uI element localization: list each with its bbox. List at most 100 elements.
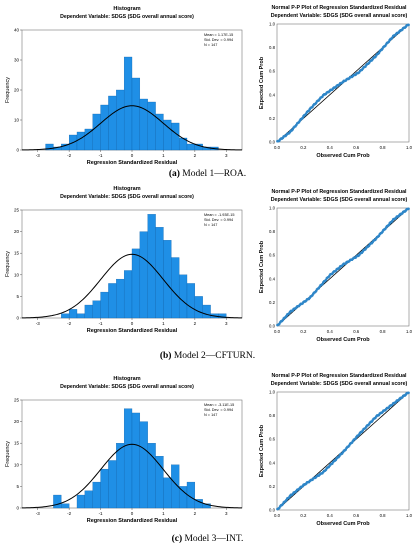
y-tick-label: 0.8 — [269, 229, 276, 234]
stats-text: N = 147 — [204, 43, 217, 47]
stats-text: Mean = -1.93E-15 — [204, 213, 235, 217]
pp-plot-model-1: Normal P-P Plot of Regression Standardiz… — [255, 2, 415, 167]
caption-label: (c) — [171, 534, 183, 544]
histogram-bar — [92, 481, 101, 509]
y-tick-label: 5 — [16, 294, 19, 299]
y-tick-label: 40 — [14, 28, 20, 33]
pp-plot-model-2: Normal P-P Plot of Regression Standardiz… — [255, 186, 415, 351]
x-tick-label: -3 — [36, 321, 40, 326]
y-tick-label: 0 — [16, 506, 19, 511]
caption-text: Model 3—INT. — [182, 534, 244, 544]
x-tick-label: 3 — [225, 511, 228, 516]
x-tick-label: 0.2 — [300, 329, 307, 334]
pp-point — [407, 23, 410, 27]
chart-subtitle: Dependent Variable: SDGS (SDG overall an… — [271, 13, 408, 19]
histogram-bar — [108, 460, 117, 509]
y-tick-label: 10 — [14, 272, 20, 277]
histogram-bar — [163, 240, 172, 319]
stats-text: N = 147 — [204, 223, 217, 227]
histogram-bar — [186, 143, 196, 151]
caption-model-3: (c) Model 3—INT. — [0, 534, 415, 544]
y-tick-label: 0.8 — [269, 45, 276, 50]
y-axis-label: Expected Cum Prob — [259, 240, 265, 293]
x-tick-label: 0.6 — [353, 145, 360, 150]
x-tick-label: 0.4 — [327, 329, 334, 334]
y-tick-label: 0.0 — [269, 508, 276, 513]
x-axis-label: Observed Cum Prob — [316, 153, 370, 159]
y-tick-label: 10 — [14, 462, 20, 467]
y-tick-label: 0.6 — [269, 69, 276, 74]
histogram-bar — [131, 77, 141, 151]
chart-title: Histogram — [113, 186, 140, 192]
histogram-bar — [100, 468, 109, 509]
caption-model-2: (b) Model 2—CFTURN. — [0, 351, 415, 361]
x-tick-label: 2 — [194, 321, 197, 326]
chart-subtitle: Dependent Variable: SDGS (SDG overall an… — [60, 194, 194, 200]
histogram-bar — [100, 291, 109, 319]
stats-text: N = 147 — [204, 413, 217, 417]
y-tick-label: 0.4 — [269, 460, 276, 465]
y-tick-label: 0.8 — [269, 413, 276, 418]
x-tick-label: -1 — [99, 153, 103, 158]
x-tick-label: 0 — [131, 511, 134, 516]
x-tick-label: -1 — [99, 321, 103, 326]
y-tick-label: 1.0 — [269, 390, 276, 395]
y-tick-label: 1.0 — [269, 22, 276, 27]
histogram-bar — [171, 257, 180, 319]
histogram-bar — [108, 95, 117, 151]
y-tick-label: 0.2 — [269, 300, 276, 305]
normal-curve — [21, 443, 243, 509]
histogram-bar — [139, 231, 148, 319]
y-tick-label: 0 — [16, 148, 19, 153]
x-tick-label: 0 — [131, 153, 134, 158]
pp-plot-chart: Normal P-P Plot of Regression Standardiz… — [259, 5, 413, 159]
x-tick-label: 0.2 — [300, 145, 307, 150]
y-axis-label: Frequency — [5, 441, 11, 467]
pp-point — [407, 207, 410, 211]
histogram-bar — [53, 494, 62, 509]
y-axis-label: Frequency — [5, 251, 11, 277]
chart-subtitle: Dependent Variable: SDGS (SDG overall an… — [60, 14, 194, 20]
x-tick-label: -1 — [99, 511, 103, 516]
stats-text: Std. Dev. = 0.994 — [204, 38, 233, 42]
histogram-bar — [100, 104, 109, 151]
x-tick-label: 2 — [194, 153, 197, 158]
histogram-bar — [178, 274, 188, 319]
chart-title: Normal P-P Plot of Regression Standardiz… — [271, 373, 407, 379]
x-tick-label: -3 — [36, 511, 40, 516]
y-tick-label: 0.0 — [269, 140, 276, 145]
x-tick-label: 0.0 — [274, 329, 281, 334]
histogram-bar — [194, 296, 203, 319]
y-tick-label: 15 — [14, 251, 20, 256]
x-tick-label: 3 — [225, 153, 228, 158]
pp-point — [407, 391, 410, 395]
stats-text: Mean = 1.17E-15 — [204, 33, 233, 37]
x-tick-label: 0.2 — [300, 513, 307, 518]
y-tick-label: 20 — [14, 419, 20, 424]
x-tick-label: 1 — [162, 321, 165, 326]
caption-label: (b) — [159, 351, 172, 361]
y-axis-label: Expected Cum Prob — [259, 424, 265, 477]
y-tick-label: 0.4 — [269, 276, 276, 281]
x-tick-label: -2 — [67, 511, 71, 516]
histogram-bar — [139, 421, 148, 509]
histogram-bar — [202, 304, 211, 319]
pp-plot-chart: Normal P-P Plot of Regression Standardiz… — [259, 373, 413, 527]
stats-text: Std. Dev. = 0.994 — [204, 218, 233, 222]
chart-subtitle: Dependent Variable: SDGS (SDG overall an… — [271, 381, 408, 387]
x-tick-label: -2 — [67, 321, 71, 326]
x-tick-label: 0.4 — [327, 513, 334, 518]
histogram-bar — [131, 412, 141, 509]
y-tick-label: 25 — [14, 398, 20, 403]
histogram-bar — [76, 313, 86, 319]
x-tick-label: 3 — [225, 321, 228, 326]
y-tick-label: 30 — [14, 58, 20, 63]
histogram-bar — [218, 313, 227, 319]
x-tick-label: 0 — [131, 321, 134, 326]
x-tick-label: 0.0 — [274, 513, 281, 518]
histogram-bar — [116, 443, 125, 509]
histogram-bar — [186, 283, 196, 319]
x-tick-label: 0.4 — [327, 145, 334, 150]
histogram-model-1: Histogram Dependent Variable: SDGS (SDG o… — [2, 2, 252, 175]
y-tick-label: 10 — [14, 118, 20, 123]
